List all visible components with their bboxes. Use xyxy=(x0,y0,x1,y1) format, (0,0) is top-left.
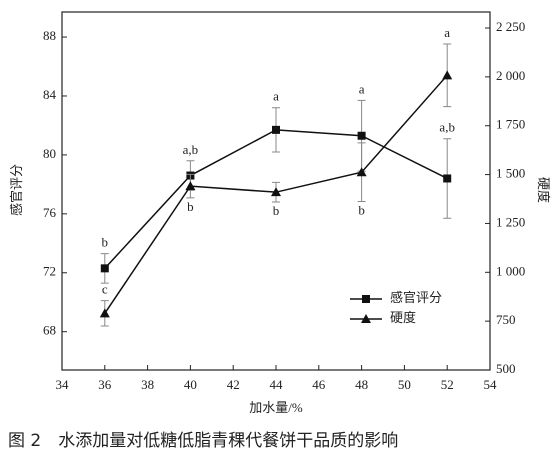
data-label: b xyxy=(102,235,109,250)
data-label: b xyxy=(273,203,280,218)
data-label: b xyxy=(187,199,194,214)
caption: 图 2 水添加量对低糖低脂青稞代餐饼干品质的影响 xyxy=(8,431,398,451)
legend-label: 感官评分 xyxy=(390,290,442,305)
y2-tick-label: 1 750 xyxy=(496,117,525,132)
data-label: c xyxy=(102,282,108,297)
marker xyxy=(357,131,366,140)
legend-marker xyxy=(361,314,371,323)
y2-tick-label: 1 500 xyxy=(496,166,525,181)
y-tick-label: 76 xyxy=(43,205,57,220)
data-label: a xyxy=(273,89,279,104)
data-label: b xyxy=(358,203,365,218)
x-tick-label: 52 xyxy=(441,377,454,392)
data-label: a,b xyxy=(183,142,199,157)
marker xyxy=(99,308,110,318)
marker xyxy=(100,264,109,273)
y2-tick-label: 750 xyxy=(496,312,516,327)
marker xyxy=(272,125,280,134)
legend-marker xyxy=(362,295,370,303)
x-tick-label: 38 xyxy=(141,377,154,392)
y-tick-label: 68 xyxy=(43,323,56,338)
y-tick-label: 80 xyxy=(43,146,56,161)
y2-tick-label: 2 250 xyxy=(496,19,525,34)
x-tick-label: 46 xyxy=(312,377,326,392)
y2-tick-label: 1 250 xyxy=(496,214,525,229)
y2-axis-label: 硬度 xyxy=(536,177,551,203)
y-tick-label: 72 xyxy=(43,264,56,279)
y-tick-label: 88 xyxy=(43,28,56,43)
marker xyxy=(356,167,367,177)
y2-tick-label: 2 000 xyxy=(496,68,525,83)
x-axis-label: 加水量/% xyxy=(249,400,303,415)
x-tick-label: 54 xyxy=(484,377,498,392)
marker xyxy=(271,187,281,197)
x-tick-label: 34 xyxy=(56,377,70,392)
x-tick-label: 40 xyxy=(184,377,197,392)
x-tick-label: 48 xyxy=(355,377,368,392)
x-tick-label: 42 xyxy=(227,377,240,392)
data-label: a,b xyxy=(439,120,455,135)
data-label: a xyxy=(359,81,365,96)
marker xyxy=(442,70,453,80)
x-tick-label: 50 xyxy=(398,377,411,392)
marker xyxy=(443,174,452,183)
y2-tick-label: 500 xyxy=(496,361,516,376)
x-tick-label: 44 xyxy=(270,377,284,392)
y-axis-label: 感官评分 xyxy=(9,164,24,216)
x-tick-label: 36 xyxy=(98,377,112,392)
legend-label: 硬度 xyxy=(390,310,416,325)
data-label: a xyxy=(444,25,450,40)
y2-tick-label: 1 000 xyxy=(496,263,525,278)
marker xyxy=(185,181,196,191)
y-tick-label: 84 xyxy=(43,87,57,102)
